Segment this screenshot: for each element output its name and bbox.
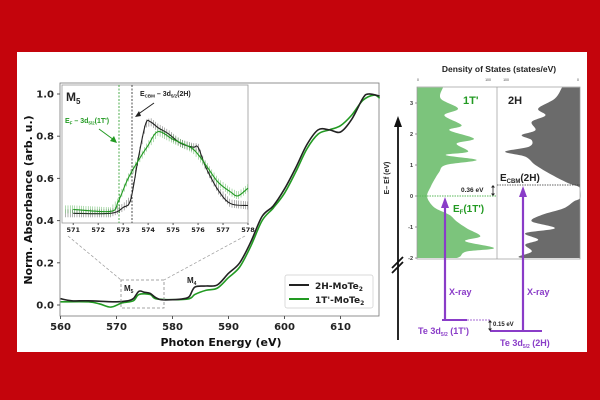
legend: 2H-MoTe2 1T'-MoTe2 — [284, 274, 374, 309]
legend-label-2h: 2H-MoTe2 — [315, 282, 363, 293]
dos-fill-1t — [417, 87, 495, 258]
inset-series-line-1t — [73, 131, 249, 213]
label-2h: 2H — [508, 95, 522, 107]
dos-fill-2h — [505, 87, 581, 258]
te-label-1t: Te 3d5/2 (1T') — [418, 326, 469, 338]
zoom-connector — [163, 235, 246, 281]
xray-arrowhead-1t — [441, 197, 449, 208]
dos-y-tick-label: -2 — [408, 256, 413, 262]
inset-series-line-2h — [73, 119, 249, 215]
x-tick-label: 580 — [162, 322, 183, 333]
x-tick-label: 600 — [274, 322, 295, 333]
inset-x-tick-label: 578 — [241, 226, 255, 234]
legend-label-1t: 1T'-MoTe2 — [315, 296, 364, 307]
m5-zoom-box — [120, 279, 165, 309]
inset-frame — [61, 84, 249, 224]
dos-2h-tick: 100 — [503, 78, 509, 82]
main-x-ticks: 560 570 580 590 600 610 — [50, 316, 351, 333]
core-shift-double-arrow — [488, 320, 492, 331]
dos-1t-tick: 0 — [417, 78, 419, 82]
dos-y-tick-label: -1 — [408, 225, 413, 231]
ef-arrowhead — [110, 136, 117, 143]
y-tick-label: 0.0 — [36, 301, 54, 312]
ecbm-arrow — [136, 102, 155, 116]
inset-x-tick-label: 576 — [191, 226, 205, 234]
axis-break-icon — [391, 256, 404, 274]
dos-title: Density of States (states/eV) — [442, 64, 556, 74]
x-tick-label: 610 — [330, 322, 351, 333]
y-tick-label: 1.0 — [36, 90, 54, 101]
m4-label: M4 — [187, 276, 197, 287]
dos-fills — [417, 87, 581, 258]
dos-2h-tick: 0 — [577, 78, 579, 82]
y-tick-label: 0.4 — [36, 216, 54, 227]
inset-x-tick-label: 572 — [91, 226, 105, 234]
inset-x-ticks: 571 572 573 574 575 576 577 578 — [66, 223, 255, 234]
ecbm-label: ECBM(2H) — [500, 173, 540, 185]
inset-curves — [65, 118, 249, 218]
main-plot-frame — [59, 82, 380, 317]
m5-label: M5 — [124, 284, 134, 295]
dos-diagram: Density of States (states/eV) 0 100 100 … — [384, 64, 581, 350]
inset-chart: M5 ECBM – 3d5/2(2H) EF – 3d5/2(1T') 571 5… — [61, 84, 255, 234]
te-label-2h: Te 3d5/2 (2H) — [500, 338, 550, 350]
energy-axis-arrowhead — [394, 116, 402, 127]
zoom-connector — [67, 235, 122, 281]
core-shift-label: 0.15 eV — [493, 322, 514, 328]
dos-y-tick-label: 1 — [410, 163, 413, 169]
y-tick-label: 0.2 — [36, 258, 54, 269]
ef-label: EF(1T') — [453, 204, 484, 216]
main-curves — [60, 93, 381, 308]
xray-label-2h: X-ray — [527, 287, 550, 297]
inset-x-tick-label: 575 — [166, 226, 180, 234]
dos-1t-tick: 100 — [485, 78, 491, 82]
inset-x-tick-label: 571 — [66, 226, 80, 234]
ef-3d-label: EF – 3d5/2(1T') — [65, 118, 109, 126]
ecbm-arrowhead — [135, 111, 141, 117]
xray-label-1t: X-ray — [449, 287, 472, 297]
xray-arrowhead-2h — [519, 186, 527, 197]
ecbm-3d-label: ECBM – 3d5/2(2H) — [140, 91, 191, 99]
dos-y-tick-label: 3 — [410, 101, 413, 107]
main-chart: 560 570 580 590 600 610 0.0 0.2 0.4 0.6 … — [22, 82, 381, 349]
gap-double-arrow — [491, 185, 495, 196]
x-axis-label: Photon Energy (eV) — [160, 336, 281, 349]
x-tick-label: 560 — [50, 322, 71, 333]
ef-arrow — [98, 128, 115, 141]
y-tick-label: 0.8 — [36, 132, 54, 143]
x-tick-label: 570 — [106, 322, 127, 333]
dos-y-tick-label: 0 — [410, 194, 413, 200]
main-y-ticks: 0.0 0.2 0.4 0.6 0.8 1.0 — [36, 90, 60, 312]
series-line-2h — [60, 93, 380, 303]
inset-x-tick-label: 574 — [141, 226, 155, 234]
dos-y-tick-label: 2 — [410, 132, 413, 138]
inset-title: M5 — [66, 90, 81, 106]
dos-y-ticks: 3 2 1 0 -1 -2 — [408, 101, 417, 262]
energy-axis-label: E– Ef (eV) — [384, 162, 391, 195]
gap-label: 0.36 eV — [461, 187, 484, 194]
y-axis-label: Norm. Absorbance (arb. u.) — [22, 115, 35, 284]
label-1t: 1T' — [463, 95, 479, 107]
series-line-1t — [60, 94, 381, 308]
dos-frame — [416, 86, 581, 260]
y-tick-label: 0.6 — [36, 174, 54, 185]
x-tick-label: 590 — [218, 322, 239, 333]
inset-x-tick-label: 577 — [216, 226, 230, 234]
inset-x-tick-label: 573 — [116, 226, 130, 234]
